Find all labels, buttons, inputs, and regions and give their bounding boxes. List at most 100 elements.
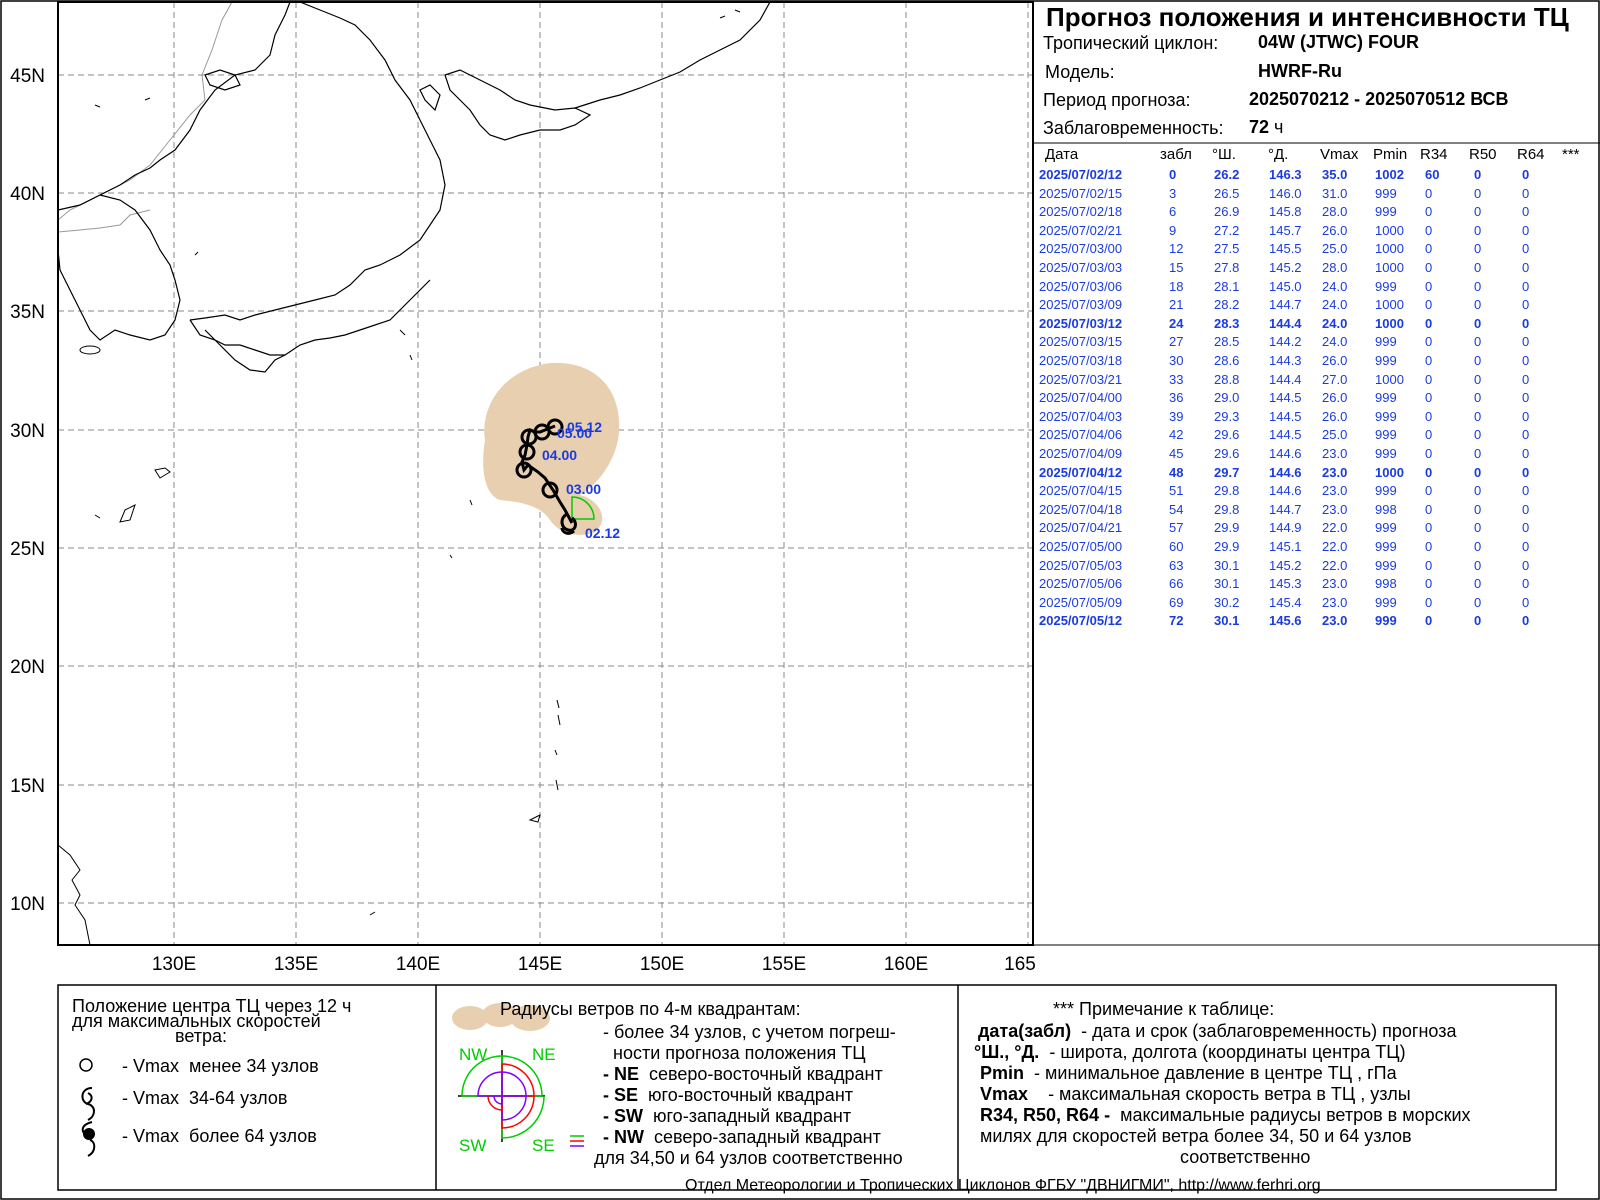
table-cell-pmin: 999 bbox=[1375, 390, 1397, 406]
table-cell-lat: 28.8 bbox=[1214, 371, 1240, 387]
table-cell-vmax: 22.0 bbox=[1322, 557, 1348, 573]
table-cell-vmax: 26.0 bbox=[1322, 390, 1348, 406]
legend-item-strong: - Vmax более 64 узлов bbox=[122, 1126, 317, 1146]
table-cell-vmax: 23.0 bbox=[1322, 613, 1348, 629]
table-cell-r34: 0 bbox=[1425, 483, 1433, 499]
table-cell-lead: 72 bbox=[1169, 613, 1184, 629]
table-cell-lead: 39 bbox=[1169, 408, 1184, 424]
table-cell-pmin: 999 bbox=[1375, 353, 1397, 368]
table-cell-date: 2025/07/04/09 bbox=[1039, 446, 1123, 461]
period-value: 2025070212 - 2025070512 ВСВ bbox=[1249, 89, 1509, 109]
table-cell-lon: 145.8 bbox=[1269, 204, 1302, 220]
table-cell-r34: 0 bbox=[1425, 371, 1433, 387]
track-circle-marker bbox=[515, 461, 533, 479]
table-cell-r50: 0 bbox=[1474, 464, 1482, 480]
model-label: Модель: bbox=[1045, 62, 1115, 82]
legend-ne: - NE северо-восточный квадрант bbox=[603, 1064, 883, 1084]
legend-sw: - SW юго-западный квадрант bbox=[603, 1106, 852, 1126]
table-cell-lead: 69 bbox=[1169, 594, 1184, 610]
th-vmax: Vmax bbox=[1320, 146, 1359, 163]
table-cell-lat: 27.5 bbox=[1214, 241, 1240, 257]
table-cell-pmin: 998 bbox=[1375, 501, 1397, 517]
table-cell-date: 2025/07/04/18 bbox=[1039, 501, 1123, 517]
table-cell-r34: 0 bbox=[1425, 260, 1433, 275]
track-label: 02.12 bbox=[585, 525, 620, 541]
table-cell-pmin: 1000 bbox=[1375, 222, 1404, 238]
legend-item-weak: - Vmax менее 34 узлов bbox=[122, 1056, 319, 1076]
table-cell-r34: 0 bbox=[1425, 464, 1433, 480]
table-cell-lead: 57 bbox=[1169, 520, 1184, 536]
table-cell-r64: 0 bbox=[1522, 594, 1530, 610]
table-cell-r50: 0 bbox=[1474, 167, 1482, 182]
table-cell-lead: 48 bbox=[1169, 464, 1184, 480]
track-map: 02.12 03.00 04.00 05.00 05.12 45N 40N 35… bbox=[10, 1, 1036, 975]
table-cell-lead: 45 bbox=[1169, 446, 1184, 461]
table-cell-pmin: 1000 bbox=[1375, 297, 1404, 313]
table-cell-pmin: 1000 bbox=[1375, 241, 1404, 257]
table-cell-r34: 60 bbox=[1425, 167, 1440, 182]
table-cell-lat: 27.8 bbox=[1214, 260, 1240, 275]
table-cell-lat: 26.9 bbox=[1214, 204, 1240, 220]
table-cell-date: 2025/07/04/03 bbox=[1039, 408, 1123, 424]
table-cell-date: 2025/07/03/15 bbox=[1039, 334, 1123, 350]
table-cell-date: 2025/07/05/09 bbox=[1039, 594, 1123, 610]
lon-label: 140E bbox=[396, 954, 440, 975]
table-cell-lead: 60 bbox=[1169, 539, 1184, 554]
track-label: 03.00 bbox=[566, 481, 601, 497]
lat-label: 25N bbox=[10, 539, 45, 560]
country-borders bbox=[58, 2, 233, 233]
table-cell-lon: 144.7 bbox=[1269, 501, 1302, 517]
legend-note-vmax: Vmax - максимальная скорость ветра в ТЦ … bbox=[980, 1084, 1411, 1104]
table-cell-lon: 144.5 bbox=[1269, 427, 1302, 443]
legend-note-coords: °Ш., °Д. - широта, долгота (координаты ц… bbox=[974, 1042, 1406, 1062]
table-cell-lon: 144.3 bbox=[1269, 353, 1302, 368]
table-cell-r64: 0 bbox=[1522, 204, 1530, 220]
table-cell-lon: 144.4 bbox=[1269, 315, 1302, 331]
table-cell-date: 2025/07/04/06 bbox=[1039, 427, 1123, 443]
table-cell-r64: 0 bbox=[1522, 520, 1530, 536]
table-cell-r50: 0 bbox=[1474, 390, 1482, 406]
table-cell-r34: 0 bbox=[1425, 408, 1433, 424]
table-cell-lon: 146.0 bbox=[1269, 185, 1302, 201]
table-cell-lon: 145.2 bbox=[1269, 260, 1302, 275]
lat-label: 40N bbox=[10, 184, 45, 205]
table-cell-lead: 42 bbox=[1169, 427, 1184, 443]
table-cell-lon: 144.9 bbox=[1269, 520, 1302, 536]
legend-note-date: дата(забл) - дата и срок (заблаговременн… bbox=[978, 1021, 1457, 1041]
table-cell-r34: 0 bbox=[1425, 594, 1433, 610]
th-date: Дата bbox=[1045, 146, 1079, 163]
table-cell-vmax: 24.0 bbox=[1322, 278, 1348, 294]
table-cell-lon: 145.6 bbox=[1269, 613, 1302, 629]
cyclone-filled-icon bbox=[83, 1128, 95, 1140]
table-cell-pmin: 1000 bbox=[1375, 371, 1404, 387]
table-cell-r34: 0 bbox=[1425, 185, 1433, 201]
table-cell-vmax: 24.0 bbox=[1322, 334, 1348, 350]
table-cell-date: 2025/07/03/03 bbox=[1039, 260, 1123, 275]
table-cell-lead: 24 bbox=[1169, 315, 1184, 331]
th-lat: °Ш. bbox=[1212, 146, 1236, 163]
table-cell-pmin: 999 bbox=[1375, 613, 1397, 629]
table-cell-date: 2025/07/04/21 bbox=[1039, 520, 1123, 536]
lat-label: 15N bbox=[10, 776, 45, 797]
table-cell-r34: 0 bbox=[1425, 241, 1433, 257]
table-cell-pmin: 998 bbox=[1375, 576, 1397, 592]
cyclone-symbol-marker bbox=[560, 512, 577, 535]
table-cell-lead: 54 bbox=[1169, 501, 1184, 517]
table-cell-lead: 12 bbox=[1169, 241, 1184, 257]
table-cell-r64: 0 bbox=[1522, 557, 1530, 573]
period-label: Период прогноза: bbox=[1043, 90, 1191, 110]
table-cell-pmin: 1000 bbox=[1375, 464, 1404, 480]
track-markers bbox=[515, 418, 577, 535]
table-cell-pmin: 999 bbox=[1375, 278, 1397, 294]
table-cell-date: 2025/07/03/12 bbox=[1039, 315, 1123, 331]
lat-label: 45N bbox=[10, 66, 45, 87]
table-cell-lon: 145.3 bbox=[1269, 576, 1302, 592]
table-cell-lat: 29.7 bbox=[1214, 464, 1240, 480]
table-cell-lat: 29.6 bbox=[1214, 446, 1240, 461]
table-cell-r64: 0 bbox=[1522, 483, 1530, 499]
track-circle-marker bbox=[541, 481, 559, 499]
table-cell-lon: 145.1 bbox=[1269, 539, 1302, 554]
table-cell-r64: 0 bbox=[1522, 408, 1530, 424]
table-cell-r50: 0 bbox=[1474, 408, 1482, 424]
table-cell-vmax: 25.0 bbox=[1322, 427, 1348, 443]
